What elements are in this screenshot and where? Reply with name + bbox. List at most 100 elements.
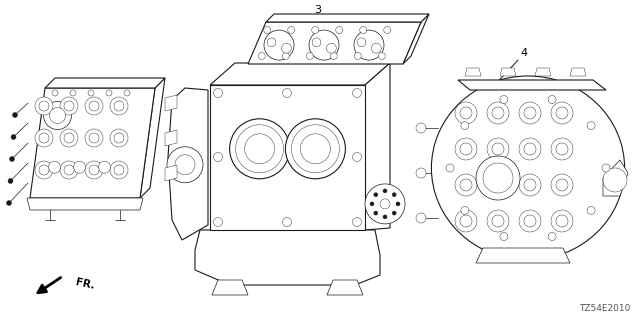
Circle shape (416, 213, 426, 223)
Polygon shape (30, 88, 155, 198)
Circle shape (524, 179, 536, 191)
Circle shape (70, 90, 76, 96)
Circle shape (244, 134, 275, 164)
Circle shape (371, 43, 381, 53)
Circle shape (455, 210, 477, 232)
Circle shape (603, 168, 627, 192)
Polygon shape (535, 68, 551, 76)
Polygon shape (570, 68, 586, 76)
Circle shape (291, 125, 339, 173)
Circle shape (500, 96, 508, 104)
Circle shape (282, 89, 291, 98)
Circle shape (110, 97, 128, 115)
Polygon shape (603, 160, 628, 196)
Polygon shape (465, 68, 481, 76)
Circle shape (85, 129, 103, 147)
Circle shape (551, 102, 573, 124)
Circle shape (519, 138, 541, 160)
Circle shape (460, 215, 472, 227)
Circle shape (300, 134, 330, 164)
Circle shape (551, 174, 573, 196)
Circle shape (64, 101, 74, 111)
Text: FR.: FR. (75, 277, 96, 291)
Circle shape (587, 122, 595, 130)
Polygon shape (165, 130, 177, 146)
Circle shape (519, 174, 541, 196)
Circle shape (264, 27, 271, 34)
Circle shape (556, 107, 568, 119)
Circle shape (353, 218, 362, 227)
Polygon shape (365, 63, 390, 230)
Circle shape (89, 133, 99, 143)
Circle shape (74, 161, 86, 173)
Circle shape (487, 210, 509, 232)
Circle shape (64, 133, 74, 143)
Text: 2: 2 (115, 98, 122, 108)
Polygon shape (327, 280, 363, 295)
Circle shape (374, 193, 378, 197)
Circle shape (85, 161, 103, 179)
Circle shape (35, 129, 53, 147)
Circle shape (35, 97, 53, 115)
Circle shape (548, 96, 556, 104)
Polygon shape (476, 248, 570, 263)
Circle shape (384, 27, 390, 34)
Circle shape (524, 107, 536, 119)
Text: 1: 1 (262, 185, 269, 195)
Circle shape (461, 206, 469, 214)
Circle shape (39, 165, 49, 175)
Circle shape (10, 156, 15, 162)
Circle shape (455, 138, 477, 160)
Polygon shape (212, 280, 248, 295)
Circle shape (383, 215, 387, 219)
Polygon shape (500, 68, 516, 76)
Circle shape (114, 133, 124, 143)
Circle shape (455, 174, 477, 196)
Circle shape (519, 210, 541, 232)
Polygon shape (210, 85, 365, 230)
Circle shape (483, 163, 513, 193)
Circle shape (330, 52, 337, 60)
Circle shape (285, 119, 346, 179)
Polygon shape (210, 63, 390, 85)
Circle shape (487, 102, 509, 124)
Circle shape (476, 156, 520, 200)
Circle shape (602, 164, 610, 172)
Circle shape (460, 143, 472, 155)
Circle shape (282, 218, 291, 227)
Circle shape (556, 179, 568, 191)
Circle shape (416, 123, 426, 133)
Circle shape (214, 153, 223, 162)
Circle shape (487, 174, 509, 196)
Circle shape (11, 134, 16, 140)
Circle shape (13, 113, 17, 117)
Circle shape (446, 164, 454, 172)
Circle shape (35, 161, 53, 179)
Circle shape (492, 179, 504, 191)
Circle shape (551, 210, 573, 232)
Circle shape (492, 215, 504, 227)
Circle shape (309, 30, 339, 60)
Text: 3: 3 (314, 5, 321, 15)
Circle shape (110, 129, 128, 147)
Circle shape (39, 133, 49, 143)
Text: TZ54E2010: TZ54E2010 (579, 304, 630, 313)
Circle shape (114, 101, 124, 111)
Circle shape (374, 211, 378, 215)
Circle shape (492, 143, 504, 155)
Circle shape (353, 153, 362, 162)
Polygon shape (458, 80, 606, 90)
Circle shape (8, 179, 13, 183)
Polygon shape (168, 88, 208, 240)
Circle shape (312, 27, 319, 34)
Circle shape (236, 125, 284, 173)
Circle shape (267, 38, 276, 47)
Text: 4: 4 (520, 48, 527, 58)
Circle shape (264, 30, 294, 60)
Circle shape (524, 215, 536, 227)
Circle shape (49, 108, 65, 124)
Circle shape (461, 122, 469, 130)
Polygon shape (165, 165, 177, 181)
Circle shape (556, 143, 568, 155)
Circle shape (282, 43, 291, 53)
